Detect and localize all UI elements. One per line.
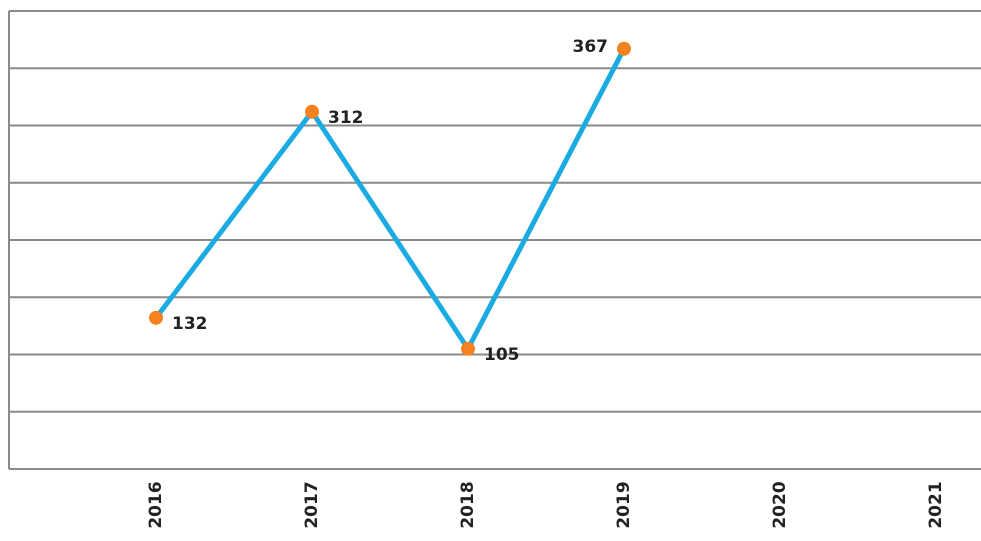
line <box>154 47 627 352</box>
data-label: 132 <box>172 314 208 334</box>
marker <box>305 104 319 119</box>
marker <box>617 41 631 56</box>
data-label: 367 <box>573 37 609 57</box>
marker <box>461 341 475 356</box>
x-tick-label: 2019 <box>614 481 634 528</box>
x-tick-label: 2021 <box>926 481 946 528</box>
x-tick-label: 2016 <box>146 481 166 528</box>
x-tick-label: 2017 <box>302 481 322 528</box>
data-label: 312 <box>328 108 364 128</box>
data-label: 105 <box>484 345 520 365</box>
x-tick-label: 2018 <box>458 481 478 528</box>
x-tick-label: 2020 <box>770 481 790 528</box>
marker <box>149 310 163 325</box>
